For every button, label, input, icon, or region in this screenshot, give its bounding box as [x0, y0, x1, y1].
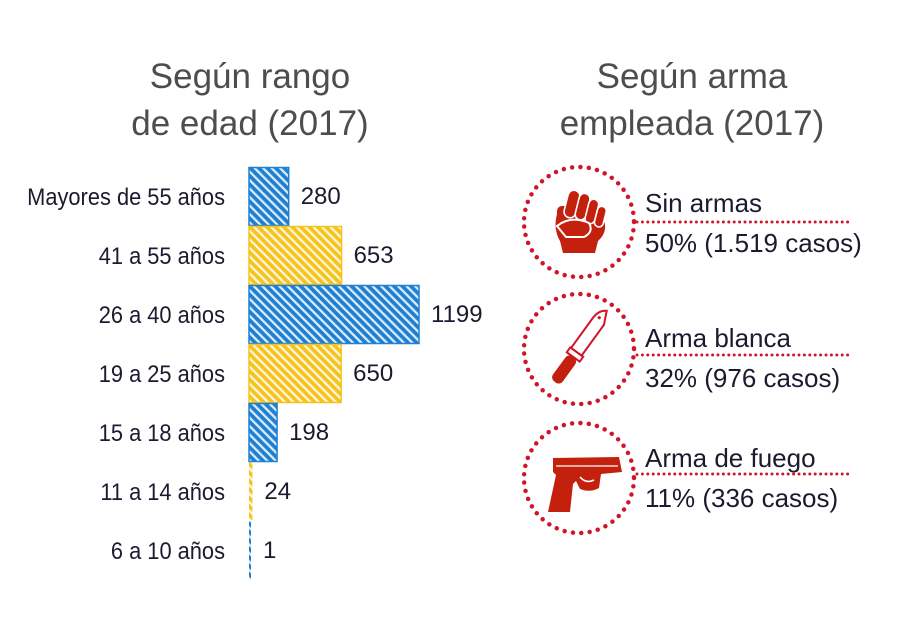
- weapon-item-sin-armas: Sin armas 50% (1.519 casos): [521, 164, 862, 280]
- age-row: 6 a 10 años 1: [111, 521, 276, 580]
- age-bar: [248, 343, 342, 404]
- age-row: 15 a 18 años 198: [99, 402, 329, 463]
- value-label: 24: [264, 478, 291, 505]
- category-label: 11 a 14 años: [100, 478, 225, 505]
- age-bar: [248, 284, 420, 345]
- age-row: Mayores de 55 años 280: [27, 166, 341, 227]
- value-label: 198: [289, 419, 329, 446]
- weapon-stat: 50% (1.519 casos): [645, 228, 862, 258]
- weapon-title-line1: Según arma: [597, 57, 788, 96]
- age-chart-title-line1: Según rango: [150, 57, 350, 96]
- dotted-circle: [521, 420, 637, 536]
- age-row: 11 a 14 años 24: [100, 462, 291, 521]
- fist-icon: [555, 189, 608, 253]
- value-label: 650: [353, 360, 393, 387]
- value-label: 653: [354, 242, 394, 269]
- weapon-item-arma-de-fuego: Arma de fuego 11% (336 casos): [521, 420, 852, 536]
- value-label: 1199: [431, 301, 483, 328]
- age-bar: [248, 402, 278, 463]
- age-row: 19 a 25 años 650: [99, 343, 393, 404]
- category-label: 19 a 25 años: [99, 360, 225, 387]
- dotted-circle: [521, 291, 637, 407]
- weapon-stat: 32% (976 casos): [645, 363, 840, 393]
- category-label: 26 a 40 años: [99, 301, 225, 328]
- age-row: 41 a 55 años 653: [99, 225, 394, 286]
- category-label: 15 a 18 años: [99, 419, 225, 446]
- category-label: 6 a 10 años: [111, 537, 225, 564]
- age-bar: [249, 462, 253, 521]
- pistol-icon: [548, 457, 622, 512]
- age-bar: [249, 521, 251, 580]
- weapon-label: Sin armas: [645, 188, 762, 218]
- weapon-title-line2: empleada (2017): [560, 104, 825, 143]
- age-bar: [248, 166, 290, 227]
- weapon-label: Arma blanca: [645, 323, 791, 353]
- age-bar: [248, 225, 343, 286]
- weapon-item-arma-blanca: Arma blanca 32% (976 casos): [521, 291, 850, 407]
- weapon-label: Arma de fuego: [645, 443, 816, 473]
- value-label: 1: [263, 537, 276, 564]
- category-label: 41 a 55 años: [99, 242, 225, 269]
- dotted-circle: [521, 164, 637, 280]
- age-chart: Según rango de edad (2017) Mayores de 55…: [27, 57, 483, 580]
- knife-icon: [552, 309, 608, 384]
- age-row: 26 a 40 años 1199: [99, 284, 483, 345]
- weapon-panel: Según arma empleada (2017) Sin armas 50%…: [521, 57, 862, 536]
- age-chart-title-line2: de edad (2017): [131, 104, 368, 143]
- category-label: Mayores de 55 años: [27, 183, 225, 210]
- value-label: 280: [301, 183, 341, 210]
- weapon-stat: 11% (336 casos): [645, 483, 838, 513]
